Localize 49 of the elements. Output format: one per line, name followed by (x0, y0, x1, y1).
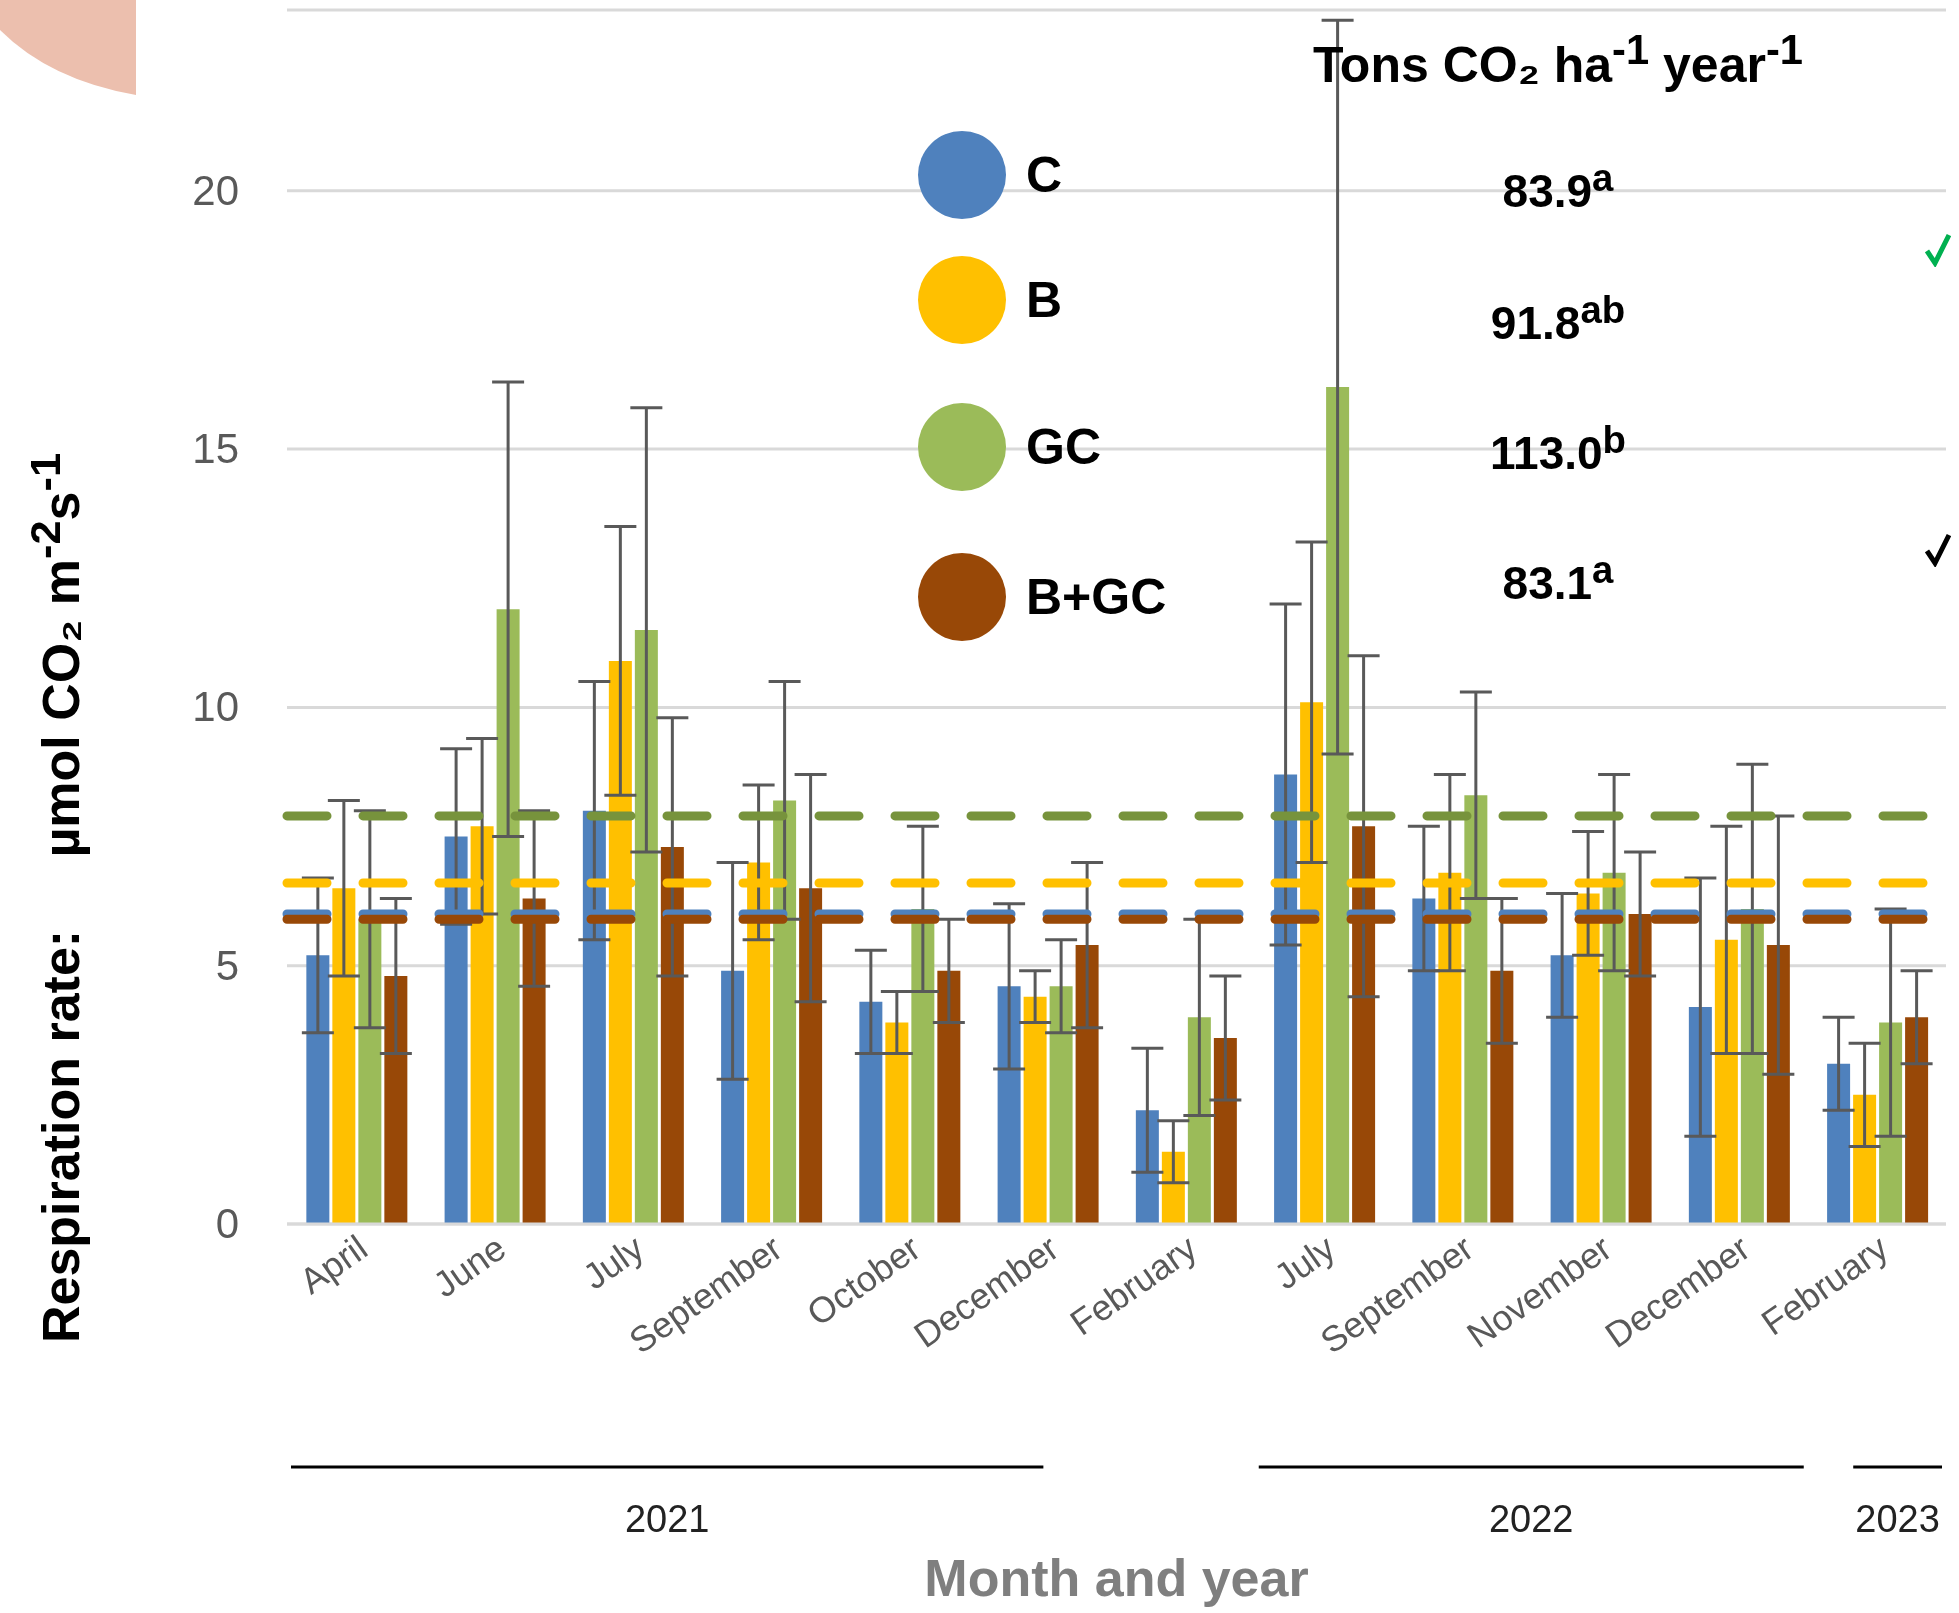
bar (496, 609, 520, 1224)
bar (1766, 945, 1790, 1224)
legend-label: C (1026, 146, 1063, 204)
text: 2021 (623, 1498, 711, 1541)
bar (1075, 945, 1099, 1224)
y-tick-label: 10 (192, 683, 239, 731)
y-tick-label: 0 (215, 1200, 239, 1247)
bar (1688, 1007, 1712, 1224)
bar (306, 955, 330, 1224)
bar (332, 888, 356, 1224)
text: 2023 (1854, 1498, 1941, 1541)
bar (937, 970, 961, 1224)
y-tick-label: 5 (215, 941, 239, 989)
annotation: 91.8$^{ab}$ (1489, 288, 1627, 351)
y-tick-label: 20 (192, 166, 239, 214)
bar (1464, 795, 1488, 1224)
bar (1602, 872, 1626, 1224)
bar (1187, 1017, 1211, 1224)
bar (1490, 970, 1514, 1224)
bar (358, 919, 382, 1224)
bar (634, 629, 658, 1224)
bar (885, 1022, 909, 1224)
bar (1905, 1017, 1929, 1224)
bar (1023, 996, 1047, 1224)
bar (384, 976, 408, 1224)
text: 2022 (1487, 1498, 1575, 1541)
x-axis-title: Month and year (923, 1548, 1310, 1608)
bar (1213, 1038, 1237, 1224)
legend-label: B+GC (1026, 568, 1167, 626)
annotation: 83.9$^{a}$ (1501, 156, 1615, 219)
bar (721, 970, 745, 1224)
bar (1714, 939, 1738, 1224)
y-tick-label: 15 (192, 425, 239, 473)
bar (1049, 986, 1073, 1224)
bar (859, 1001, 883, 1224)
annotation: 113.0$^{b}$ (1489, 418, 1627, 481)
bar (1853, 1094, 1877, 1224)
x-tick-label: April (292, 1226, 375, 1302)
legend-label: B (1026, 271, 1063, 329)
bar (1879, 1022, 1903, 1224)
bar (1326, 387, 1350, 1224)
x-tick-label: June (425, 1226, 513, 1306)
bar (1550, 955, 1574, 1224)
bar (1576, 893, 1600, 1224)
bar (773, 800, 797, 1224)
bar (997, 986, 1021, 1224)
annotation: 83.1$^{a}$ (1501, 548, 1615, 611)
legend-label: GC (1026, 418, 1101, 476)
bar (1827, 1063, 1851, 1224)
